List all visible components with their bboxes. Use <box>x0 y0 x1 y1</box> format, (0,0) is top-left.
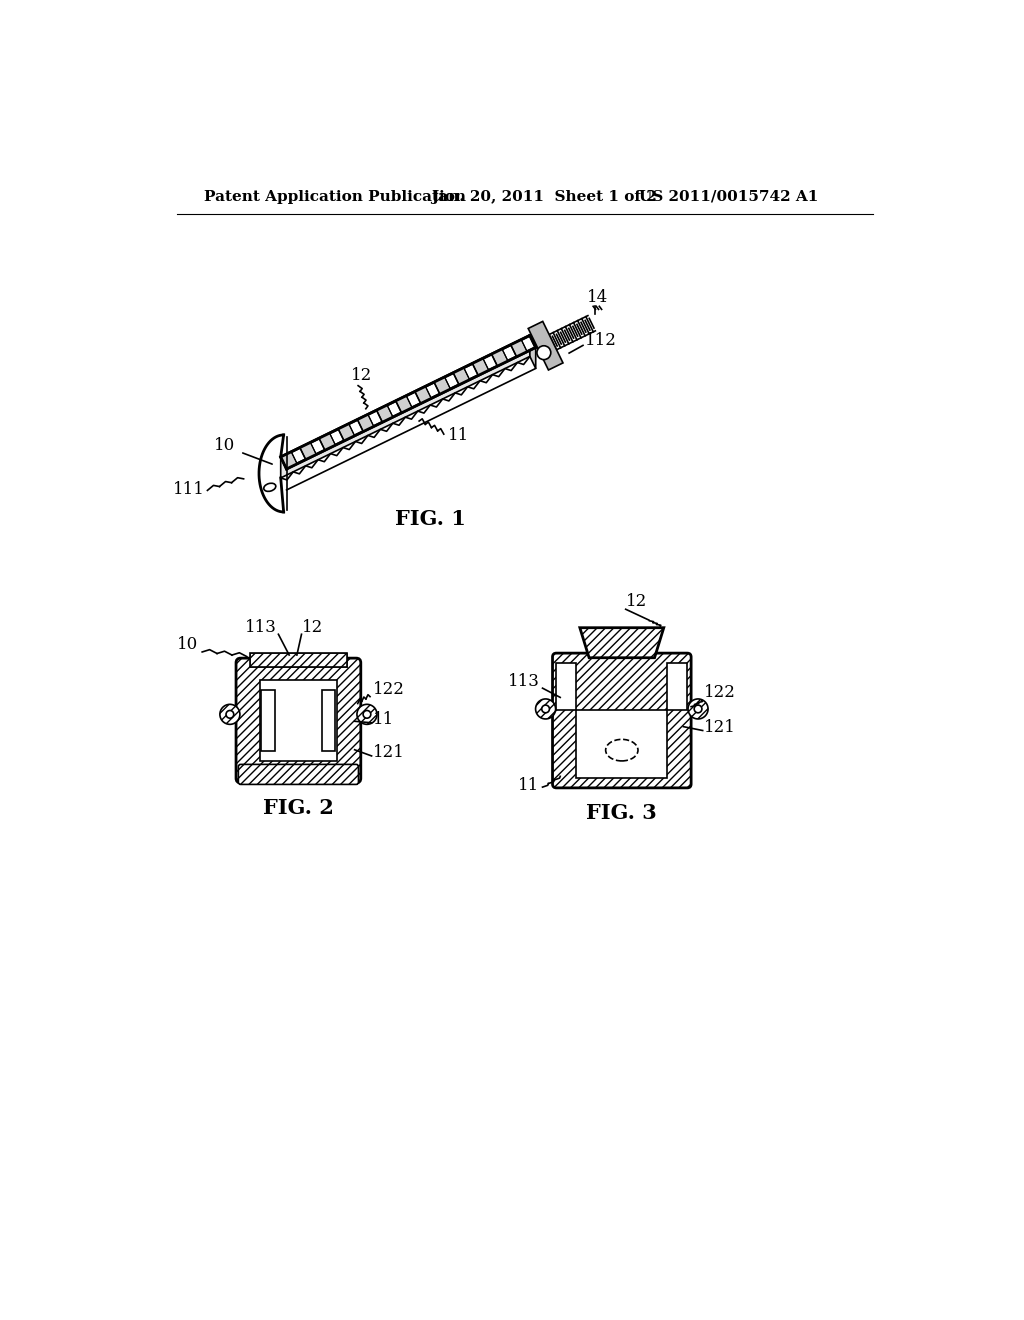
Polygon shape <box>556 663 577 710</box>
Circle shape <box>537 346 551 359</box>
Text: 111: 111 <box>173 482 205 498</box>
Polygon shape <box>580 628 664 657</box>
Circle shape <box>357 705 377 725</box>
Polygon shape <box>319 433 336 450</box>
Circle shape <box>220 705 240 725</box>
Polygon shape <box>528 321 563 370</box>
Text: 121: 121 <box>705 719 736 737</box>
Text: Patent Application Publication: Patent Application Publication <box>204 190 466 203</box>
Polygon shape <box>357 414 374 432</box>
Text: 12: 12 <box>626 593 647 610</box>
Bar <box>250 653 347 667</box>
Text: 122: 122 <box>705 684 736 701</box>
Text: 10: 10 <box>214 437 236 454</box>
Polygon shape <box>434 378 451 395</box>
Bar <box>577 710 668 777</box>
Polygon shape <box>492 348 508 366</box>
Bar <box>260 680 337 760</box>
Circle shape <box>688 700 708 719</box>
Polygon shape <box>281 335 536 469</box>
Text: 113: 113 <box>508 673 540 690</box>
Text: 121: 121 <box>373 744 404 762</box>
Circle shape <box>226 710 233 718</box>
Text: 113: 113 <box>245 619 276 636</box>
Polygon shape <box>454 368 470 385</box>
Polygon shape <box>281 451 297 469</box>
Polygon shape <box>415 387 431 404</box>
Text: 14: 14 <box>587 289 608 306</box>
Polygon shape <box>668 663 687 710</box>
Ellipse shape <box>264 483 275 491</box>
Circle shape <box>364 710 371 718</box>
Text: 11: 11 <box>518 777 540 795</box>
Polygon shape <box>395 396 412 413</box>
Text: 122: 122 <box>373 681 404 697</box>
Polygon shape <box>300 442 316 459</box>
Text: 12: 12 <box>351 367 373 384</box>
Polygon shape <box>281 335 529 478</box>
Bar <box>322 689 336 751</box>
Text: 11: 11 <box>373 711 394 729</box>
Text: 10: 10 <box>177 636 199 653</box>
FancyBboxPatch shape <box>553 653 691 788</box>
Polygon shape <box>511 339 527 356</box>
Polygon shape <box>338 424 354 441</box>
Text: 112: 112 <box>585 333 616 350</box>
Circle shape <box>694 705 701 713</box>
FancyBboxPatch shape <box>239 764 358 784</box>
Bar <box>261 689 275 751</box>
Circle shape <box>542 705 550 713</box>
Text: 12: 12 <box>302 619 324 636</box>
Polygon shape <box>377 405 393 422</box>
Polygon shape <box>472 358 488 375</box>
FancyBboxPatch shape <box>237 659 360 783</box>
Text: FIG. 2: FIG. 2 <box>263 797 334 817</box>
Bar <box>250 653 347 667</box>
Polygon shape <box>529 335 536 368</box>
Text: FIG. 1: FIG. 1 <box>395 508 466 529</box>
Circle shape <box>536 700 556 719</box>
Text: US 2011/0015742 A1: US 2011/0015742 A1 <box>639 190 818 203</box>
Text: 11: 11 <box>447 428 469 445</box>
Text: FIG. 3: FIG. 3 <box>587 804 657 824</box>
Text: Jan. 20, 2011  Sheet 1 of 2: Jan. 20, 2011 Sheet 1 of 2 <box>431 190 656 203</box>
Ellipse shape <box>605 739 638 760</box>
